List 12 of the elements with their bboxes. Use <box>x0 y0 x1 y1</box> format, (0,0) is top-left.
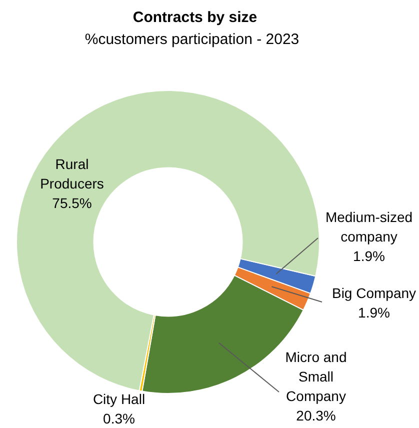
slice-label: City Hall <box>92 390 146 407</box>
chart-subtitle: %customers participation - 2023 <box>84 31 300 48</box>
chart-title: Contracts by size <box>132 9 258 26</box>
data-label: 20.3% <box>296 407 336 424</box>
slice-label: Big Company <box>332 284 416 301</box>
data-label: 1.9% <box>358 304 390 320</box>
slice-label: Micro and Small Company <box>285 348 347 404</box>
data-label: 1.9% <box>353 248 385 264</box>
data-label: 75.5% <box>52 194 92 211</box>
slice-label: Rural Producers <box>40 156 104 192</box>
slice-label: Medium-sized company <box>325 208 413 244</box>
data-label: 0.3% <box>103 410 135 426</box>
